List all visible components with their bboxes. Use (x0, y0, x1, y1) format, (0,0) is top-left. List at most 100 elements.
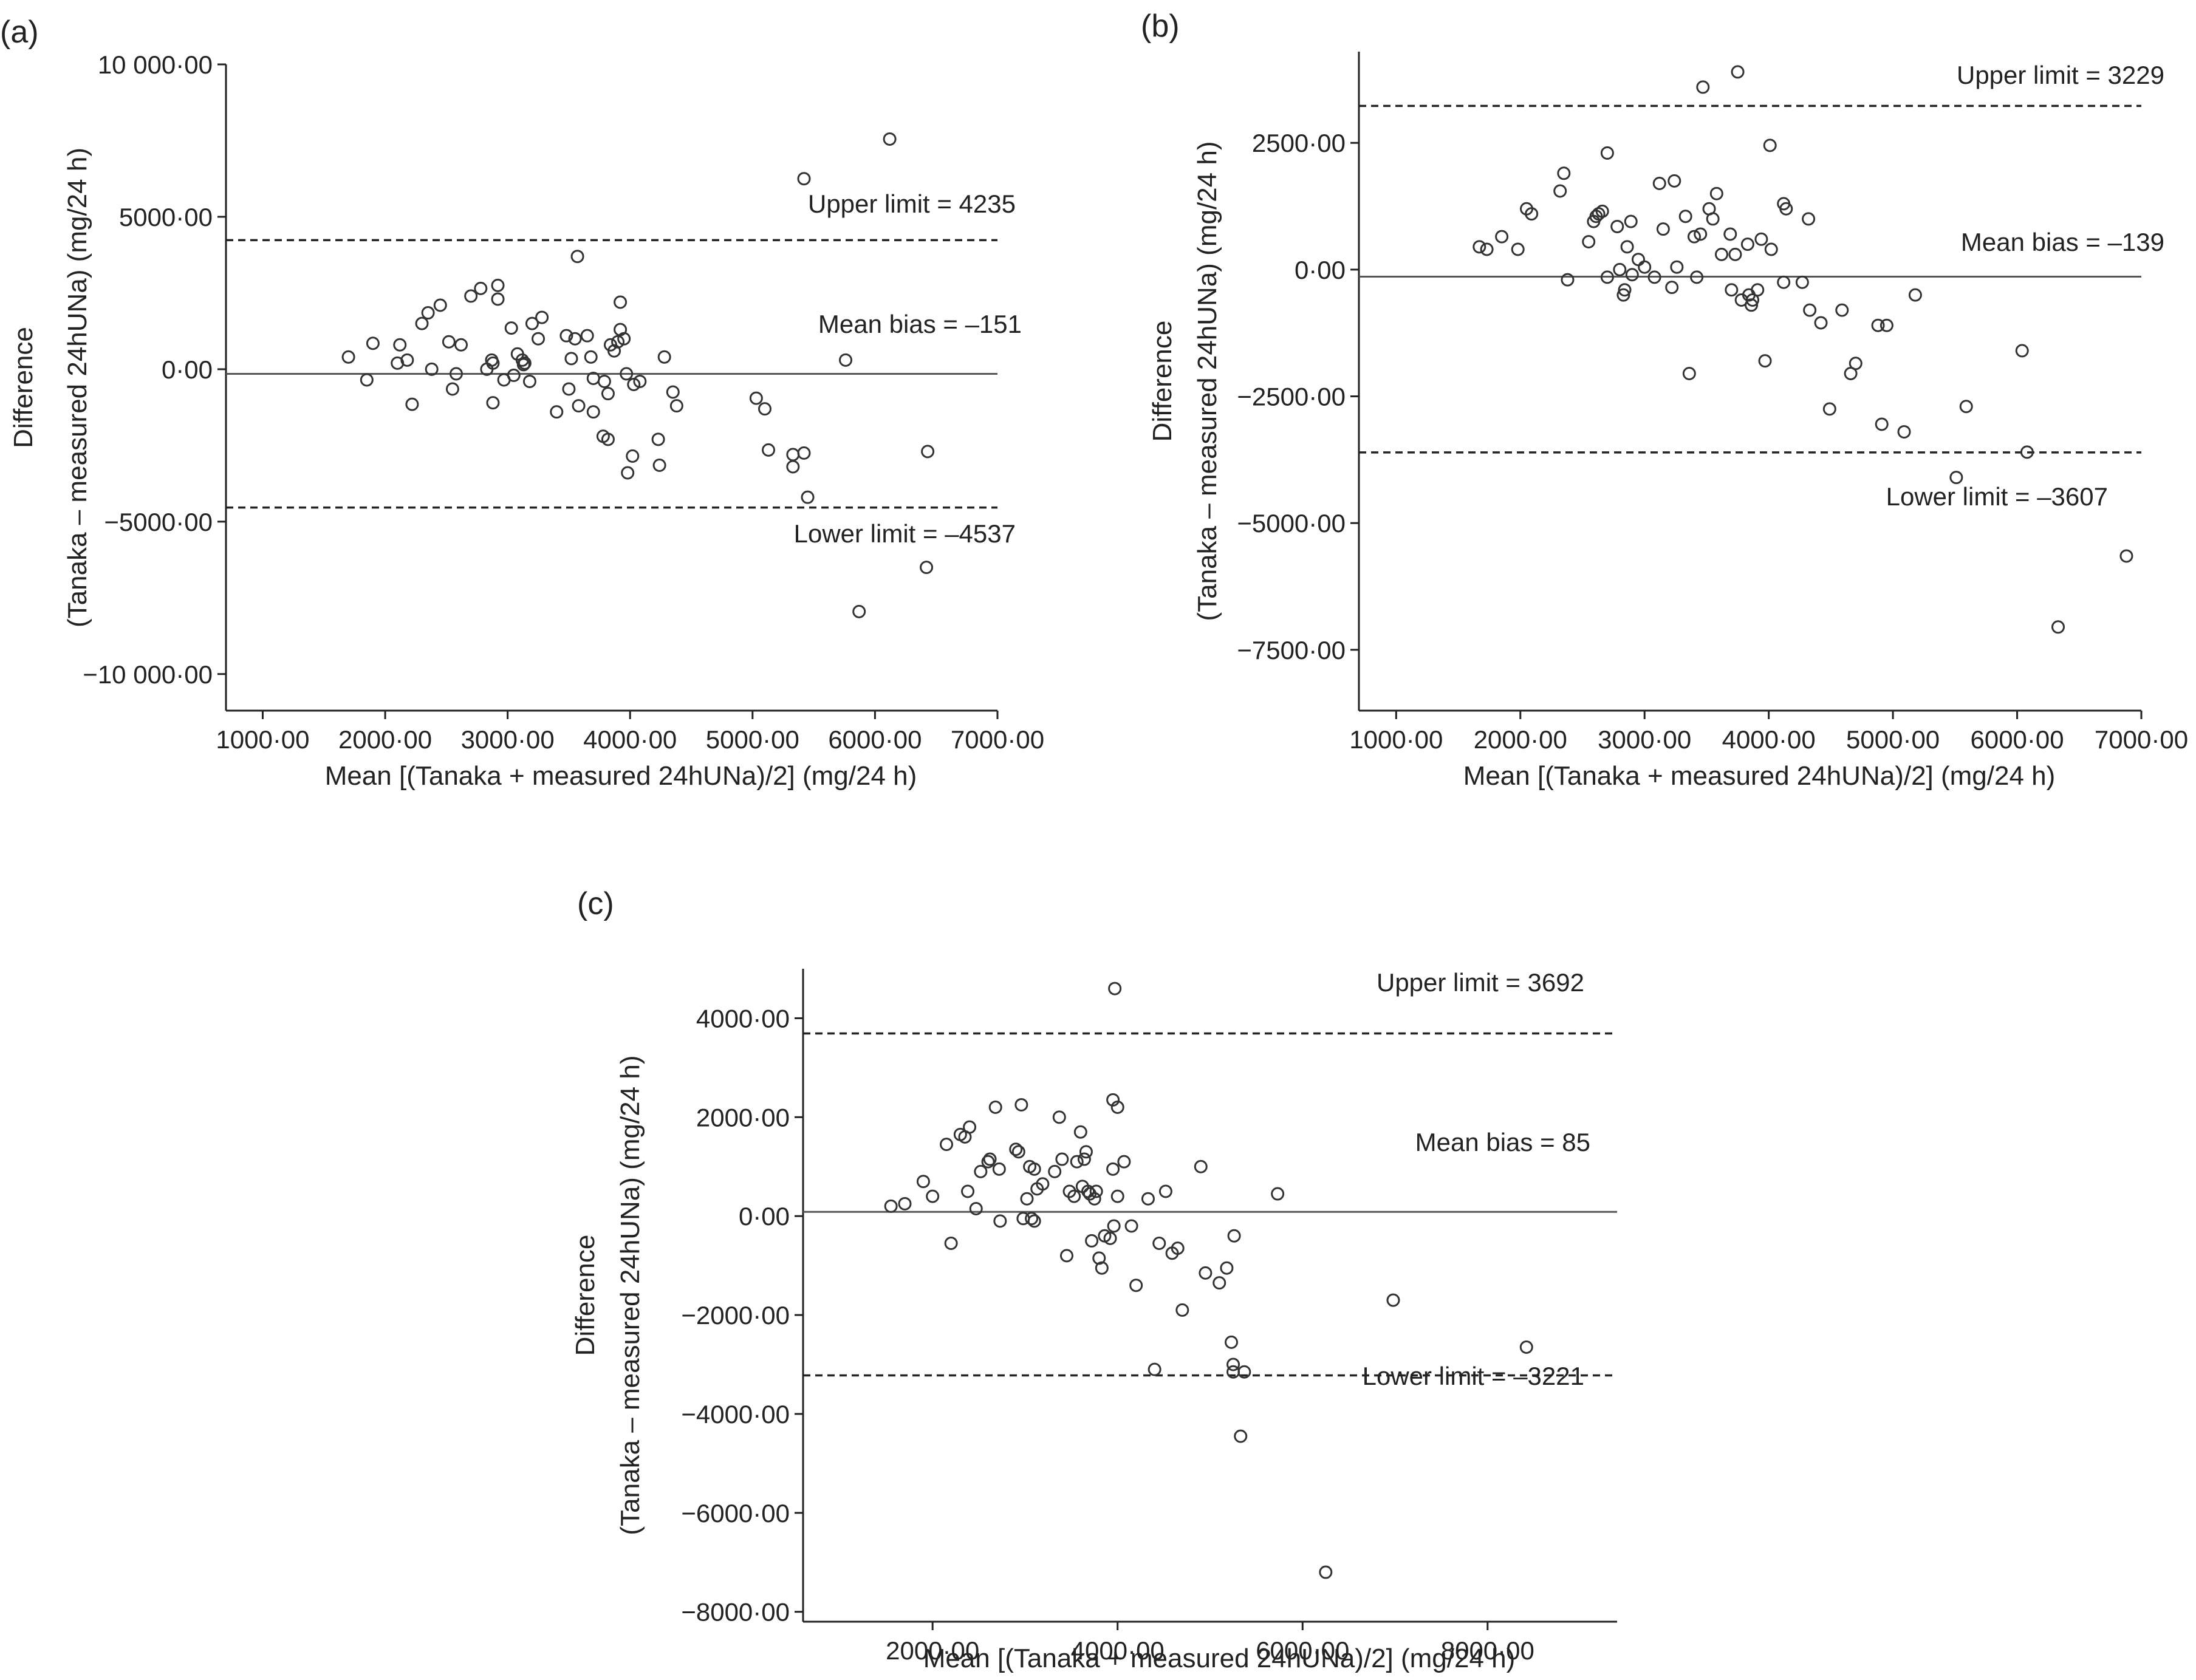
data-point (1616, 288, 1630, 302)
mean-bias-label: Mean bias = 85 (1415, 1128, 1590, 1156)
data-point (1237, 1365, 1251, 1379)
data-point (1682, 366, 1696, 380)
y-axis-label-line2: (Tanaka – measured 24hUNa) (mg/24 h) (63, 148, 92, 627)
data-point (1148, 1362, 1161, 1376)
data-point (486, 356, 500, 370)
data-point (393, 338, 407, 352)
data-point (464, 289, 478, 303)
y-tick-label: −5000·00 (104, 508, 213, 536)
x-axis-label: Mean [(Tanaka + measured 24hUNa)/2] (mg/… (1463, 761, 2056, 791)
data-point (1871, 318, 1885, 332)
data-point (1225, 1335, 1239, 1349)
data-point (415, 316, 429, 330)
x-tick-label: 4000·00 (1722, 725, 1816, 754)
data-point (491, 292, 505, 306)
data-point (1728, 247, 1742, 261)
data-point (1014, 1098, 1028, 1111)
data-point (2020, 445, 2034, 459)
y-tick-label: −8000·00 (681, 1598, 790, 1627)
data-point (433, 298, 447, 312)
lower-limit-label: Lower limit = –3221 (1363, 1362, 1584, 1390)
data-point (1625, 268, 1639, 282)
data-point (669, 399, 683, 413)
data-point (981, 1155, 995, 1169)
data-point (535, 310, 549, 324)
data-point (1110, 1101, 1124, 1115)
data-point (652, 458, 666, 472)
data-point (486, 396, 500, 410)
x-tick-label: 5000·00 (706, 725, 799, 754)
data-point (797, 446, 811, 460)
data-point (1171, 1241, 1185, 1255)
data-point (572, 399, 586, 413)
data-point (1647, 270, 1661, 284)
data-point (1525, 207, 1539, 221)
data-point (449, 367, 463, 381)
data-point (1638, 260, 1652, 274)
data-point (360, 373, 374, 387)
data-point (1055, 1152, 1069, 1166)
data-point (1678, 210, 1692, 224)
data-point (786, 460, 800, 474)
x-tick-label: 8000·00 (1441, 1636, 1534, 1665)
data-point (1073, 1125, 1087, 1139)
x-tick-label: 6000·00 (1256, 1636, 1349, 1665)
x-tick-label: 3000·00 (1598, 725, 1691, 754)
data-point (454, 338, 468, 352)
y-axis-label-line1: Difference (1148, 321, 1177, 442)
data-point (974, 1164, 988, 1178)
data-point (491, 278, 505, 292)
data-point (445, 382, 459, 396)
data-point (1009, 1142, 1023, 1156)
data-point (1495, 230, 1509, 244)
y-tick-label: 2000·00 (696, 1103, 790, 1132)
x-axis-label: Mean [(Tanaka + measured 24hUNa)/2] (mg/… (325, 761, 917, 791)
data-point (1059, 1249, 1073, 1263)
data-point (2051, 620, 2065, 634)
data-point (584, 350, 598, 364)
data-point (1110, 1189, 1124, 1203)
x-tick-label: 1000·00 (216, 725, 309, 754)
y-tick-label: −2000·00 (681, 1301, 790, 1330)
x-tick-label: 3000·00 (461, 725, 555, 754)
data-point (621, 466, 635, 480)
x-axis-label: Mean [(Tanaka + measured 24hUNa)/2] (mg/… (923, 1644, 1516, 1673)
data-point (1764, 242, 1778, 256)
y-tick-label: −4000·00 (681, 1400, 790, 1429)
data-point (797, 172, 811, 186)
data-point (666, 385, 680, 399)
data-point (1067, 1189, 1081, 1203)
data-point (1561, 273, 1575, 287)
data-point (1763, 138, 1777, 152)
data-point (1740, 237, 1754, 251)
data-point (568, 332, 582, 346)
data-point (749, 391, 763, 405)
data-point (507, 368, 521, 382)
data-point (884, 1199, 898, 1213)
data-point (1694, 227, 1708, 241)
data-point (1803, 303, 1817, 317)
x-tick-label: 6000·00 (1970, 725, 2064, 754)
y-axis-label-line1: Difference (9, 327, 38, 448)
y-tick-label: −7500·00 (1237, 636, 1346, 664)
data-point (1011, 1145, 1025, 1159)
x-tick-label: 4000·00 (1071, 1636, 1165, 1665)
data-point (1709, 186, 1723, 200)
data-point (1103, 1231, 1117, 1245)
data-point (651, 432, 665, 446)
panel-label: (b) (1141, 9, 1180, 44)
data-point (1706, 212, 1720, 226)
data-point (1107, 1219, 1121, 1233)
data-point (1070, 1155, 1084, 1169)
data-point (839, 353, 853, 367)
data-point (1117, 1155, 1131, 1169)
data-point (1020, 1192, 1034, 1206)
data-point (1124, 1219, 1138, 1233)
y-tick-label: 0·00 (739, 1202, 790, 1231)
y-tick-label: 5000·00 (119, 203, 213, 231)
data-point (564, 352, 578, 366)
y-tick-label: 0·00 (1295, 256, 1346, 284)
data-point (1175, 1303, 1189, 1317)
data-point (421, 306, 435, 320)
data-point (1822, 402, 1836, 416)
